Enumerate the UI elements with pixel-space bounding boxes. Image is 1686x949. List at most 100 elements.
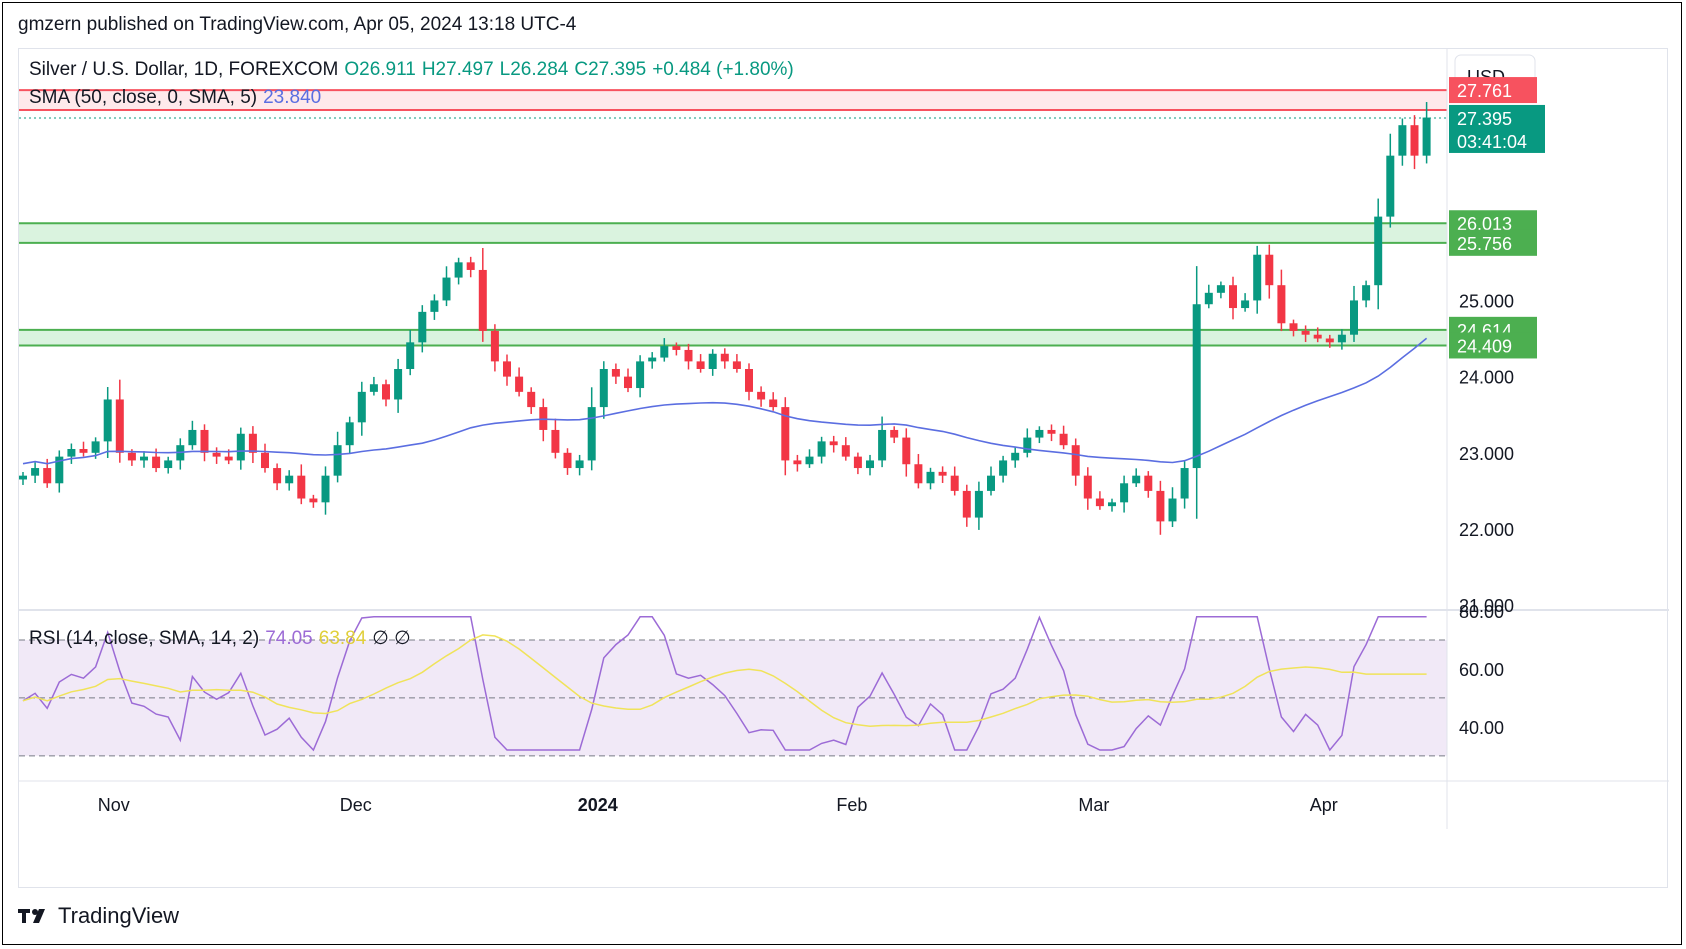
candle-body: [1108, 502, 1116, 507]
candle-body: [236, 433, 245, 461]
symbol-legend: Silver / U.S. Dollar, 1D, FOREXCOM O26.91…: [29, 59, 800, 81]
candle-body: [261, 452, 269, 469]
rsi-line: [22, 615, 1427, 752]
candle-body: [1410, 125, 1419, 156]
candle-body: [43, 468, 52, 484]
candle-body: [1011, 452, 1020, 461]
candle-body: [1216, 285, 1225, 293]
legend-open: O26.911: [344, 59, 416, 80]
legend-close: C27.395: [574, 59, 647, 80]
candle-body: [430, 300, 439, 312]
candle-body: [224, 456, 233, 461]
candle-body: [345, 422, 354, 446]
price-tick: 25.000: [1459, 291, 1514, 311]
candle-body: [115, 399, 124, 453]
candle-body: [781, 407, 790, 461]
candle-body: [503, 361, 511, 377]
rsi-legend: RSI (14, close, SMA, 14, 2) 74.05 63.84 ∅ ∅: [29, 627, 417, 650]
price-tick: 21.000: [1459, 596, 1514, 616]
legend-low: L26.284: [499, 59, 569, 80]
rsi-sma-value: 63.84: [318, 628, 367, 649]
rsi-value: 74.05: [265, 628, 313, 649]
candle-body: [297, 475, 306, 499]
rsi-tick: 80.00: [1459, 602, 1504, 622]
price-tick: 23.000: [1459, 444, 1514, 464]
candle-body: [1132, 475, 1141, 484]
candle-body: [285, 475, 294, 484]
candle-body: [1071, 445, 1080, 476]
candle-body: [418, 311, 427, 343]
candle-body: [91, 441, 100, 453]
price-tag-bg: [1449, 229, 1537, 256]
chart-card[interactable]: USD 25.000 24.000 23.000 22.000 21.000 27.761 2…: [18, 48, 1669, 889]
candle-body: [660, 346, 669, 358]
candle-body: [1047, 429, 1056, 434]
candle-body: [1337, 334, 1346, 343]
candle-body: [1277, 285, 1286, 324]
candle-body: [902, 437, 911, 465]
tradingview-brand: TradingView: [18, 903, 179, 929]
candle-body: [648, 357, 657, 362]
legend-high: H27.497: [421, 59, 494, 80]
candle-body: [890, 429, 899, 438]
candle-body: [357, 391, 366, 423]
candle-body: [624, 376, 632, 389]
candle-body: [406, 342, 415, 369]
candle-body: [273, 468, 282, 484]
candle-body: [369, 384, 378, 392]
candle-body: [1204, 292, 1213, 305]
price-tag-label: 26.013: [1457, 214, 1512, 234]
price-tag-label: 25.756: [1457, 234, 1512, 254]
candle-body: [974, 490, 983, 518]
candle-body: [805, 456, 814, 465]
candle-body: [394, 369, 403, 400]
sma-label: SMA (50, close, 0, SMA, 5): [29, 87, 258, 108]
candle-body: [103, 399, 112, 442]
candle-body: [527, 391, 536, 408]
candle-body: [1253, 254, 1262, 301]
zone-band-2: [19, 329, 1447, 346]
candle-body: [212, 452, 221, 457]
time-tick: Mar: [1078, 795, 1109, 815]
candle-body: [1386, 155, 1395, 217]
time-tick: Dec: [340, 795, 372, 815]
brand-name: TradingView: [58, 903, 180, 928]
candle-body: [1350, 300, 1358, 335]
symbol-name: Silver / U.S. Dollar, 1D, FOREXCOM: [29, 59, 339, 80]
candle-body: [684, 349, 693, 362]
candle-body: [914, 464, 923, 484]
zone-band-1: [19, 223, 1447, 243]
candle-body: [720, 353, 729, 362]
candle-body: [708, 353, 717, 369]
candle-body: [55, 456, 64, 484]
candle-body: [1325, 338, 1334, 343]
candle-body: [938, 471, 947, 476]
time-tick: Apr: [1310, 795, 1338, 815]
candle-body: [152, 456, 161, 469]
price-tick: 24.000: [1459, 368, 1514, 388]
candle-body: [490, 330, 499, 362]
candle-body: [672, 346, 681, 350]
candle-body: [478, 269, 487, 331]
legend-change: +0.484 (+1.80%): [652, 59, 794, 80]
candle-body: [200, 429, 209, 453]
candle-body: [1059, 433, 1068, 446]
candle-body: [999, 460, 1008, 476]
candle-body: [636, 361, 645, 389]
chart-canvas[interactable]: USD25.00024.00023.00022.00021.00027.7612…: [19, 49, 1669, 889]
candle-body: [1265, 254, 1274, 286]
candle-body: [866, 460, 874, 469]
candle-body: [587, 407, 596, 461]
rsi-tick: 60.00: [1459, 660, 1504, 680]
candle-body: [1120, 483, 1129, 503]
candle-body: [757, 391, 766, 400]
candle-body: [599, 369, 608, 408]
sma-line: [22, 337, 1428, 465]
candle-body: [188, 429, 197, 446]
candle-body: [248, 433, 257, 453]
candle-body: [926, 471, 935, 484]
candle-body: [1398, 125, 1407, 156]
candle-body: [515, 376, 524, 392]
candle-body: [140, 456, 148, 461]
